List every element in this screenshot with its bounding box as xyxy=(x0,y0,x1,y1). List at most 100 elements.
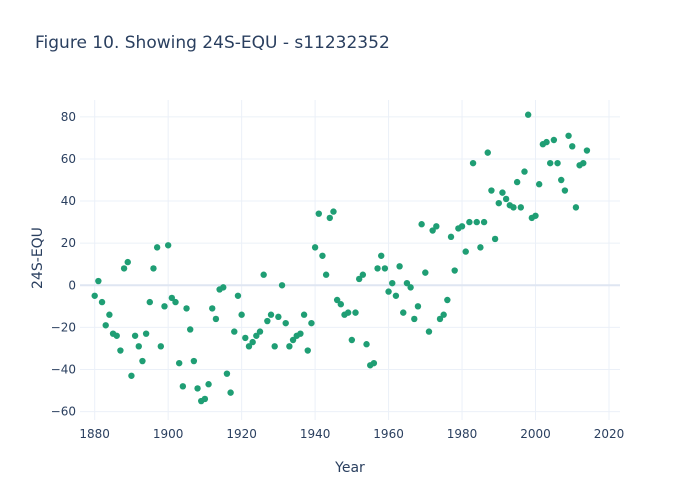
data-point[interactable] xyxy=(543,138,550,146)
data-point[interactable] xyxy=(444,296,451,304)
data-point[interactable] xyxy=(227,389,234,396)
data-point[interactable] xyxy=(256,328,264,335)
data-point[interactable] xyxy=(315,210,322,217)
data-point[interactable] xyxy=(469,159,477,167)
data-point[interactable] xyxy=(370,359,378,367)
data-point[interactable] xyxy=(374,265,381,272)
data-point[interactable] xyxy=(209,305,216,312)
data-point[interactable] xyxy=(337,301,345,308)
data-point[interactable] xyxy=(164,242,172,249)
data-point[interactable] xyxy=(517,204,525,211)
data-point[interactable] xyxy=(238,311,245,318)
data-point[interactable] xyxy=(242,334,249,342)
data-point[interactable] xyxy=(330,208,337,215)
data-point[interactable] xyxy=(392,292,400,299)
data-point[interactable] xyxy=(502,195,510,203)
data-point[interactable] xyxy=(378,252,385,259)
data-point[interactable] xyxy=(278,282,286,289)
data-point[interactable] xyxy=(308,319,315,327)
data-point[interactable] xyxy=(249,338,256,346)
data-point[interactable] xyxy=(326,214,333,222)
data-point[interactable] xyxy=(580,159,587,167)
data-point[interactable] xyxy=(333,296,341,304)
data-point[interactable] xyxy=(234,292,242,299)
data-point[interactable] xyxy=(128,372,135,379)
data-point[interactable] xyxy=(359,271,367,278)
data-point[interactable] xyxy=(480,218,488,226)
data-point[interactable] xyxy=(102,322,109,329)
data-point[interactable] xyxy=(194,385,201,392)
data-point[interactable] xyxy=(466,218,473,226)
data-point[interactable] xyxy=(363,341,370,348)
data-point[interactable] xyxy=(569,143,576,150)
data-point[interactable] xyxy=(245,343,253,350)
data-point[interactable] xyxy=(414,303,422,310)
data-point[interactable] xyxy=(396,263,403,270)
data-point[interactable] xyxy=(95,277,102,285)
data-point[interactable] xyxy=(488,187,495,194)
data-point[interactable] xyxy=(433,223,440,230)
data-point[interactable] xyxy=(499,189,506,196)
data-point[interactable] xyxy=(267,311,275,318)
data-point[interactable] xyxy=(275,313,282,321)
data-point[interactable] xyxy=(201,395,209,403)
data-point[interactable] xyxy=(554,159,561,167)
data-point[interactable] xyxy=(304,347,311,354)
data-point[interactable] xyxy=(521,168,528,175)
data-point[interactable] xyxy=(462,248,469,255)
data-point[interactable] xyxy=(131,332,139,339)
data-point[interactable] xyxy=(153,244,161,251)
data-point[interactable] xyxy=(124,258,131,266)
data-point[interactable] xyxy=(183,305,190,312)
data-point[interactable] xyxy=(300,311,308,318)
data-point[interactable] xyxy=(91,292,98,299)
data-point[interactable] xyxy=(429,227,436,234)
data-point[interactable] xyxy=(264,317,271,325)
data-point[interactable] xyxy=(168,294,176,302)
data-point[interactable] xyxy=(260,271,267,278)
data-point[interactable] xyxy=(558,176,565,184)
data-point[interactable] xyxy=(142,330,150,337)
data-point[interactable] xyxy=(473,218,480,226)
data-point[interactable] xyxy=(418,221,425,228)
data-point[interactable] xyxy=(172,298,179,306)
data-point[interactable] xyxy=(150,265,157,272)
data-point[interactable] xyxy=(561,187,569,194)
data-point[interactable] xyxy=(458,223,466,230)
data-point[interactable] xyxy=(484,149,491,156)
data-point[interactable] xyxy=(135,343,142,350)
data-point[interactable] xyxy=(223,370,231,377)
data-point[interactable] xyxy=(139,357,146,365)
data-point[interactable] xyxy=(187,326,194,333)
data-point[interactable] xyxy=(572,204,580,211)
data-point[interactable] xyxy=(106,311,113,318)
data-point[interactable] xyxy=(550,136,558,144)
data-point[interactable] xyxy=(491,235,499,243)
data-point[interactable] xyxy=(289,336,297,344)
data-point[interactable] xyxy=(451,267,458,274)
data-point[interactable] xyxy=(113,332,120,339)
data-point[interactable] xyxy=(98,298,106,306)
data-point[interactable] xyxy=(253,332,260,339)
data-point[interactable] xyxy=(297,330,304,337)
data-point[interactable] xyxy=(348,336,356,344)
data-point[interactable] xyxy=(400,309,407,316)
data-point[interactable] xyxy=(513,178,521,186)
data-point[interactable] xyxy=(565,132,572,139)
data-point[interactable] xyxy=(403,279,411,287)
data-point[interactable] xyxy=(436,315,444,323)
data-point[interactable] xyxy=(319,252,326,259)
data-point[interactable] xyxy=(157,343,165,350)
data-point[interactable] xyxy=(355,275,363,283)
data-point[interactable] xyxy=(583,147,591,154)
data-point[interactable] xyxy=(440,311,447,318)
data-point[interactable] xyxy=(385,288,392,295)
data-point[interactable] xyxy=(352,309,359,316)
data-point[interactable] xyxy=(389,279,396,287)
data-point[interactable] xyxy=(205,381,212,388)
data-point[interactable] xyxy=(146,298,153,306)
data-point[interactable] xyxy=(117,347,124,354)
data-point[interactable] xyxy=(407,284,414,291)
data-point[interactable] xyxy=(271,343,278,350)
data-point[interactable] xyxy=(425,328,433,335)
